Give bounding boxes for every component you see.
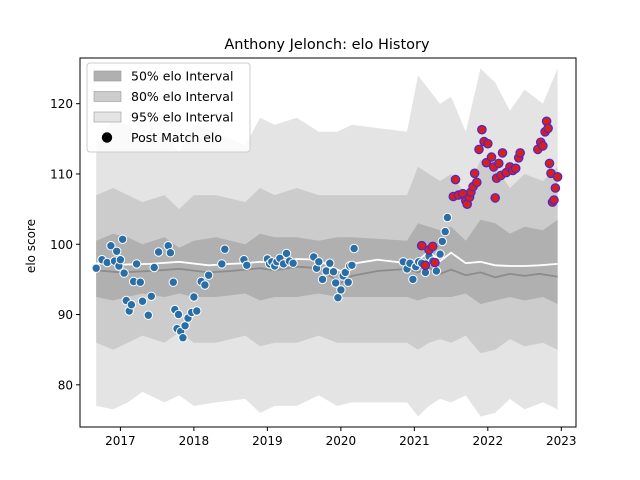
post-match-elo-point [174,310,182,318]
post-match-elo-point [116,256,124,264]
legend-label: 80% elo Interval [131,89,233,104]
y-tick-label: 100 [50,238,73,252]
post-match-elo-point-recent [495,159,503,167]
post-match-elo-point-recent [421,261,429,269]
x-tick-label: 2021 [399,434,430,448]
post-match-elo-point [154,248,162,256]
post-match-elo-point [92,264,100,272]
x-tick-label: 2019 [252,434,283,448]
post-match-elo-point [150,263,158,271]
legend: 50% elo Interval 80% elo Interval 95% elo … [87,63,250,152]
post-match-elo-point-recent [484,140,492,148]
post-match-elo-point-recent [539,142,547,150]
post-match-elo-point [318,275,326,283]
post-match-elo-point-recent [498,149,506,157]
post-match-elo-point [193,307,201,315]
post-match-elo-point [169,278,177,286]
x-tick-label: 2022 [473,434,504,448]
legend-swatch [94,92,121,102]
post-match-elo-point [118,235,126,243]
post-match-elo-point-recent [512,164,520,172]
y-tick-label: 80 [58,378,73,392]
y-tick-label: 120 [50,97,73,111]
post-match-elo-point [147,292,155,300]
x-tick-label: 2020 [326,434,357,448]
post-match-elo-point [289,259,297,267]
post-match-elo-point-recent [473,178,481,186]
post-match-elo-point [344,278,352,286]
post-match-elo-point [144,311,152,319]
post-match-elo-point [337,286,345,294]
post-match-elo-point-recent [475,145,483,153]
post-match-elo-point [334,294,342,302]
legend-label: Post Match elo [131,130,222,145]
chart-title: Anthony Jelonch: elo History [224,37,430,53]
post-match-elo-point [166,249,174,257]
post-match-elo-point [282,249,290,257]
post-match-elo-point [438,237,446,245]
post-match-elo-point [326,259,334,267]
post-match-elo-point [432,267,440,275]
post-match-elo-point-recent [544,124,552,132]
post-match-elo-point [409,275,417,283]
post-match-elo-point [204,271,212,279]
post-match-elo-point [136,278,144,286]
post-match-elo-point-recent [516,149,524,157]
post-match-elo-point [315,258,323,266]
post-match-elo-point [350,244,358,252]
post-match-elo-point-recent [550,196,558,204]
x-tick-label: 2018 [179,434,210,448]
post-match-elo-point [132,260,140,268]
x-tick-label: 2017 [105,434,136,448]
x-tick-label: 2023 [546,434,577,448]
post-match-elo-point-recent [487,153,495,161]
post-match-elo-point-recent [429,242,437,250]
legend-label: 50% elo Interval [131,69,233,84]
post-match-elo-point [181,322,189,330]
post-match-elo-point [179,334,187,342]
post-match-elo-point [329,268,337,276]
post-match-elo-point [218,260,226,268]
post-match-elo-point [190,293,198,301]
legend-marker [102,132,112,142]
post-match-elo-point [201,281,209,289]
post-match-elo-point [127,301,135,309]
post-match-elo-point [348,261,356,269]
post-match-elo-point [441,227,449,235]
post-match-elo-point [436,250,444,258]
post-match-elo-point-recent [553,173,561,181]
legend-swatch [94,71,121,81]
post-match-elo-point [138,297,146,305]
post-match-elo-point [243,261,251,269]
post-match-elo-point [113,247,121,255]
legend-label: 95% elo Interval [131,110,233,125]
legend-swatch [94,112,121,122]
post-match-elo-point [221,245,229,253]
y-tick-label: 90 [58,308,73,322]
post-match-elo-point [443,213,451,221]
post-match-elo-point-recent [451,175,459,183]
post-match-elo-point-recent [431,258,439,266]
post-match-elo-point-recent [491,194,499,202]
post-match-elo-point-recent [478,126,486,134]
y-tick-label: 110 [50,167,73,181]
post-match-elo-point [120,269,128,277]
post-match-elo-point-recent [470,169,478,177]
post-match-elo-point-recent [551,184,559,192]
y-axis-label: elo score [24,219,38,273]
post-match-elo-point-recent [545,159,553,167]
